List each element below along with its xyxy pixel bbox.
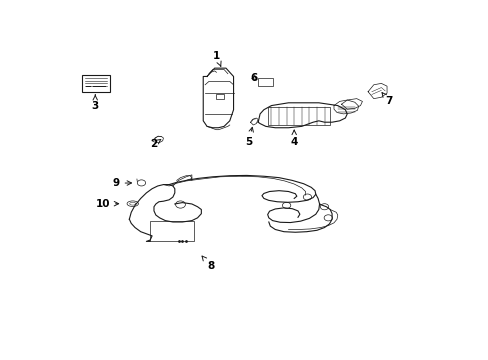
Bar — [150, 221, 193, 242]
Text: 8: 8 — [202, 256, 214, 271]
Bar — [215, 94, 224, 99]
Bar — [82, 75, 110, 92]
Text: 1: 1 — [212, 51, 221, 66]
Text: 5: 5 — [244, 127, 253, 147]
Text: 10: 10 — [95, 199, 119, 209]
Ellipse shape — [127, 201, 138, 207]
Text: 2: 2 — [150, 139, 161, 149]
Bar — [267, 107, 329, 125]
Bar — [258, 78, 272, 86]
Text: 6: 6 — [250, 73, 258, 83]
Text: 4: 4 — [290, 130, 297, 147]
Ellipse shape — [129, 202, 136, 205]
Text: 9: 9 — [112, 178, 131, 188]
Text: 7: 7 — [381, 93, 392, 107]
Text: 3: 3 — [91, 95, 99, 111]
